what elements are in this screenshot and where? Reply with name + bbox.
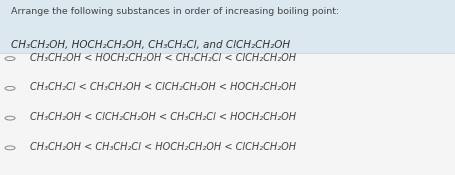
FancyBboxPatch shape xyxy=(0,53,455,175)
Text: CH₃CH₂OH < HOCH₂CH₂OH < CH₃CH₂Cl < ClCH₂CH₂OH: CH₃CH₂OH < HOCH₂CH₂OH < CH₃CH₂Cl < ClCH₂… xyxy=(30,52,295,62)
Text: CH₃CH₂OH < ClCH₂CH₂OH < CH₃CH₂Cl < HOCH₂CH₂OH: CH₃CH₂OH < ClCH₂CH₂OH < CH₃CH₂Cl < HOCH₂… xyxy=(30,112,295,122)
Text: CH₃CH₂Cl < CH₃CH₂OH < ClCH₂CH₂OH < HOCH₂CH₂OH: CH₃CH₂Cl < CH₃CH₂OH < ClCH₂CH₂OH < HOCH₂… xyxy=(30,82,295,92)
Text: Arrange the following substances in order of increasing boiling point:: Arrange the following substances in orde… xyxy=(11,7,339,16)
Text: CH₃CH₂OH < CH₃CH₂Cl < HOCH₂CH₂OH < ClCH₂CH₂OH: CH₃CH₂OH < CH₃CH₂Cl < HOCH₂CH₂OH < ClCH₂… xyxy=(30,142,295,152)
Text: CH₃CH₂OH, HOCH₂CH₂OH, CH₃CH₂Cl, and ClCH₂CH₂OH: CH₃CH₂OH, HOCH₂CH₂OH, CH₃CH₂Cl, and ClCH… xyxy=(11,40,290,50)
